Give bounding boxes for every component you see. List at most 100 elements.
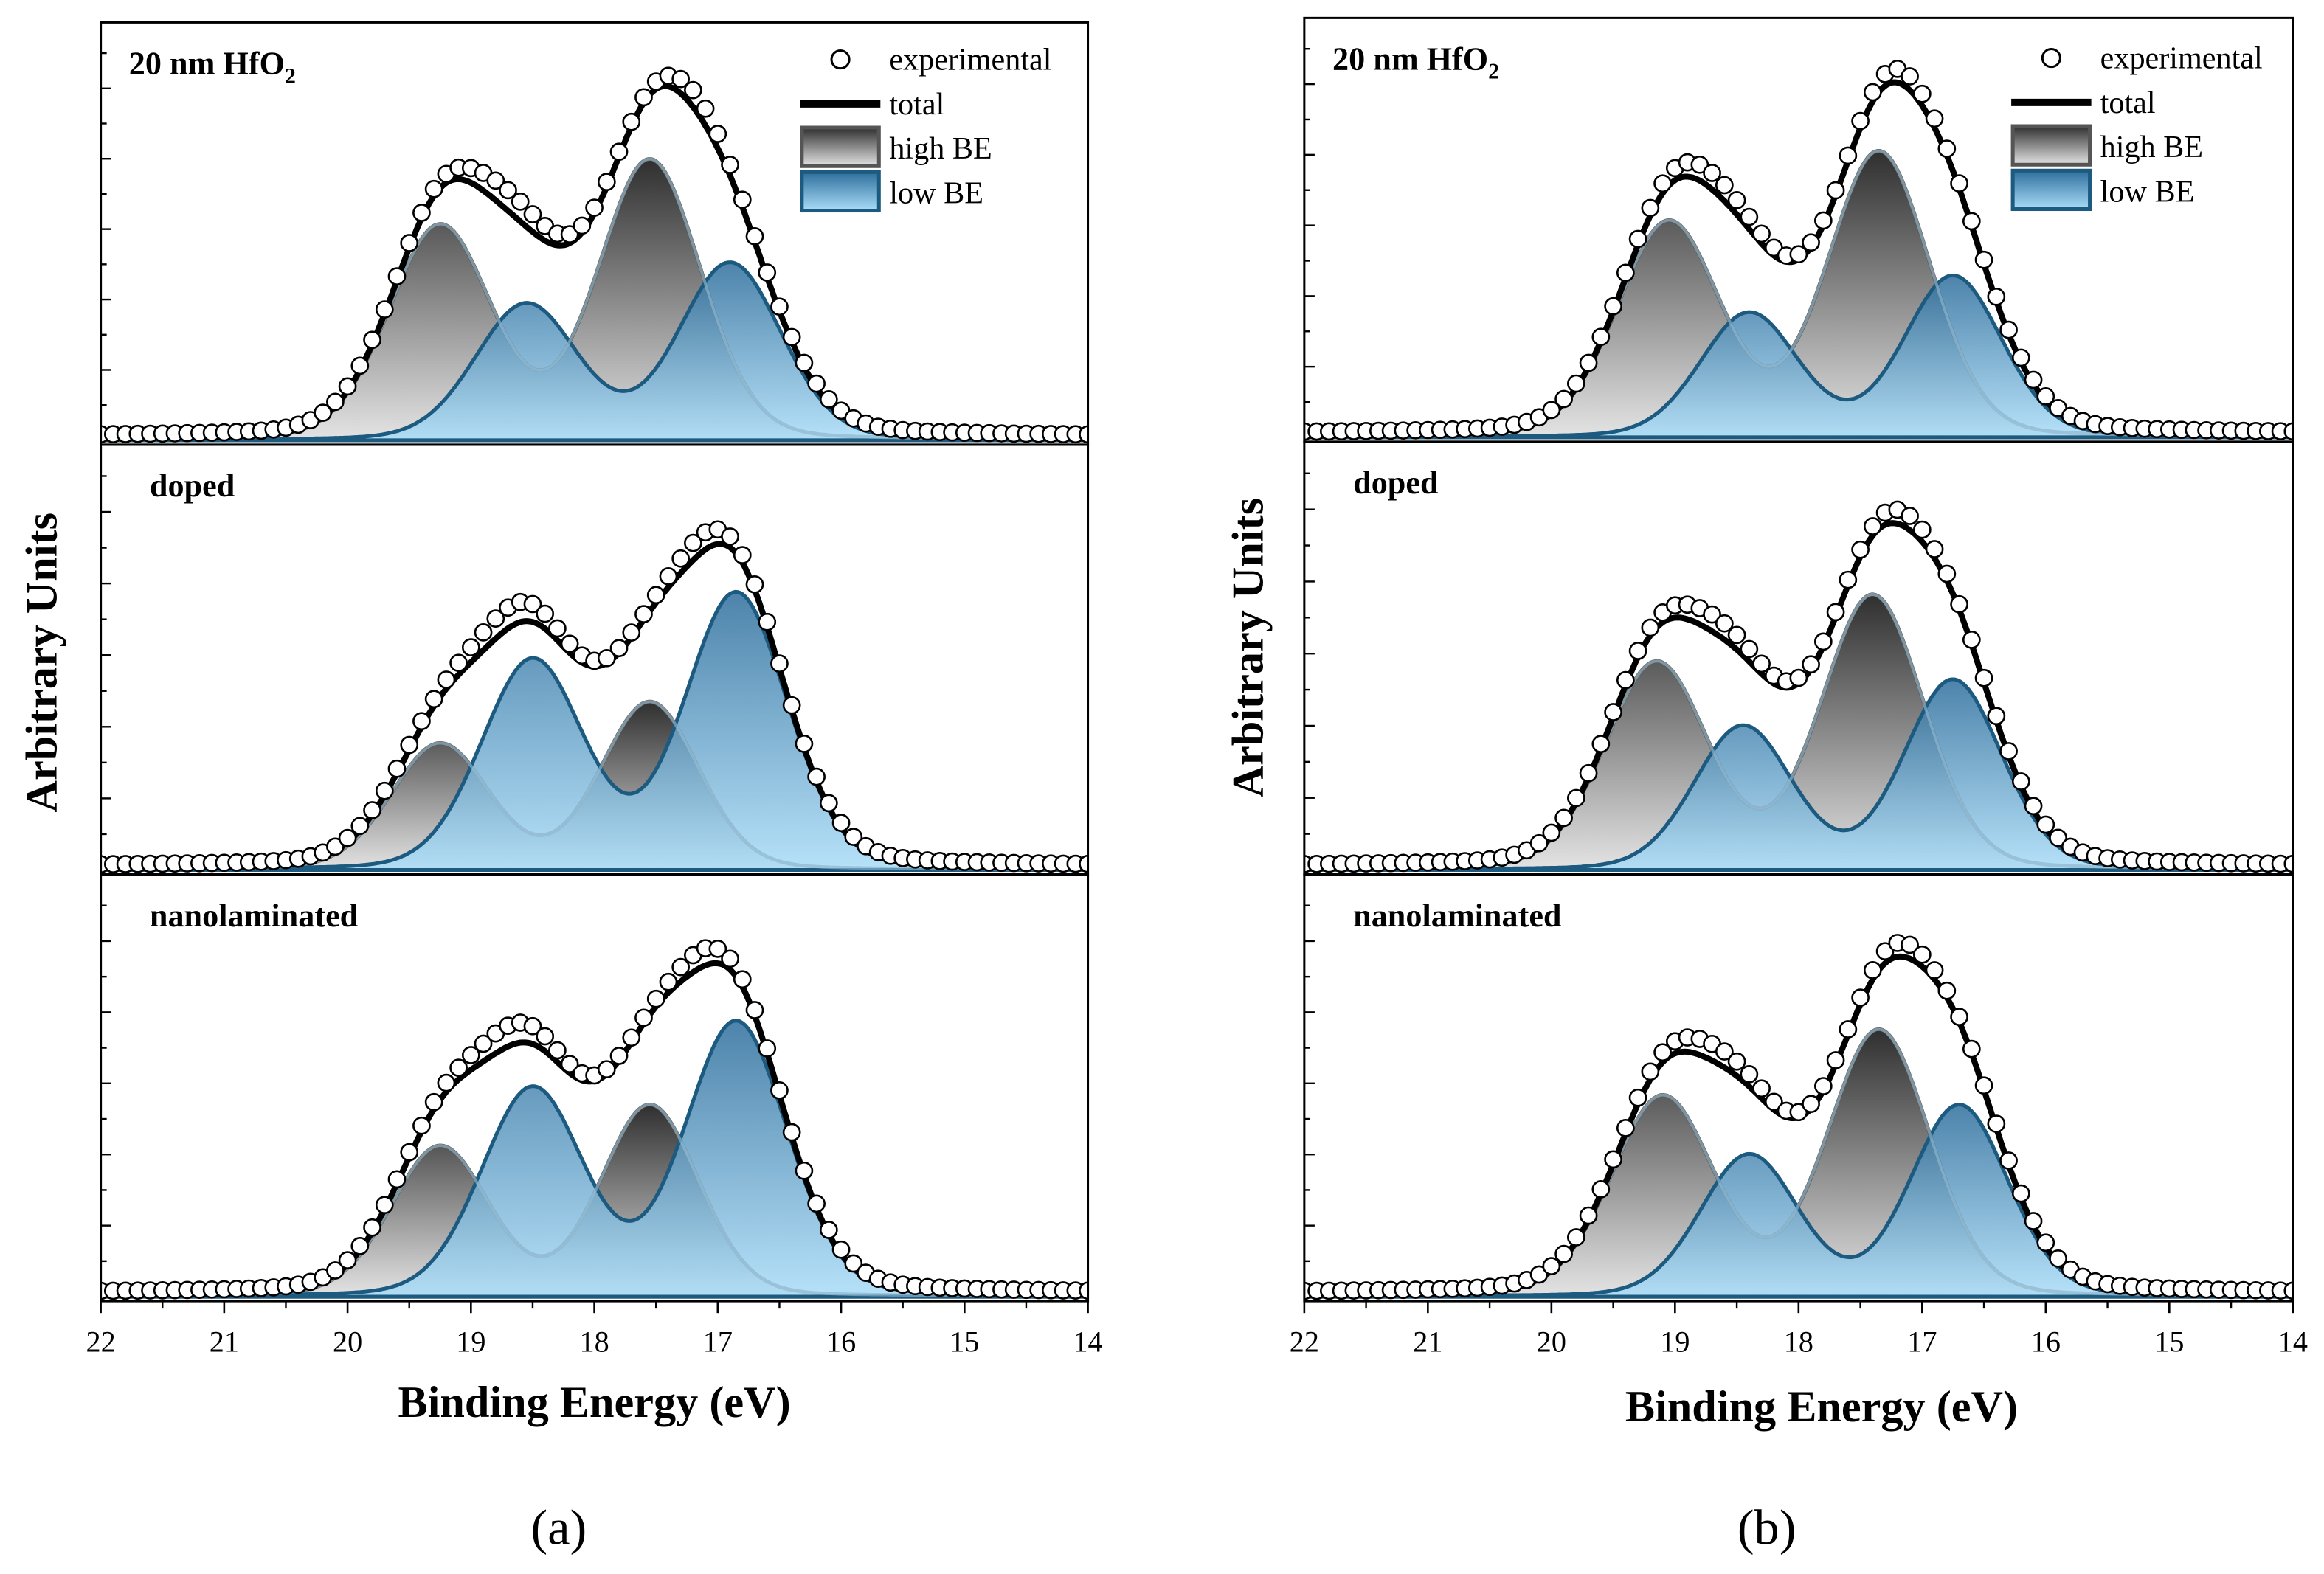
experimental-point bbox=[609, 142, 629, 162]
experimental-point bbox=[795, 353, 814, 372]
experimental-point bbox=[807, 374, 826, 393]
experimental-point bbox=[684, 80, 702, 100]
experimental-point bbox=[1851, 540, 1870, 559]
x-tick-label: 18 bbox=[1784, 1325, 1813, 1358]
experimental-point bbox=[2036, 815, 2055, 834]
legend: experimental total high BE low BE bbox=[2010, 41, 2263, 212]
experimental-point bbox=[2024, 797, 2043, 816]
subpanel-doped: doped bbox=[1303, 440, 2294, 876]
experimental-point bbox=[1703, 164, 1721, 182]
legend-label: low BE bbox=[2100, 174, 2195, 209]
legend-label: experimental bbox=[889, 43, 1051, 77]
experimental-point bbox=[412, 1116, 431, 1135]
experimental-point bbox=[387, 1170, 407, 1189]
experimental-point bbox=[2011, 772, 2030, 791]
experimental-point bbox=[486, 171, 505, 190]
experimental-point bbox=[745, 226, 764, 246]
experimental-point bbox=[1641, 198, 1660, 218]
subpanel-nanolaminated: nanolaminated bbox=[1303, 873, 2294, 1303]
experimental-point bbox=[1925, 540, 1944, 558]
subpanel-label: nanolaminated bbox=[150, 898, 359, 934]
experimental-point bbox=[597, 1060, 616, 1079]
experimental-point bbox=[696, 99, 715, 118]
experimental-point bbox=[609, 1047, 629, 1065]
experimental-point bbox=[1641, 1062, 1660, 1081]
experimental-point bbox=[1591, 1180, 1611, 1199]
x-tick-label: 22 bbox=[1290, 1325, 1319, 1358]
experimental-point bbox=[424, 1092, 443, 1112]
experimental-point bbox=[1962, 631, 1981, 649]
experimental-point bbox=[1740, 207, 1759, 226]
subpanel-20-nm-hfo: 20 nm HfO2 bbox=[100, 21, 1090, 446]
experimental-point bbox=[1826, 603, 1845, 622]
experimental-point bbox=[2049, 828, 2067, 847]
experimental-point bbox=[721, 527, 739, 546]
experimental-point bbox=[1690, 155, 1709, 174]
experimental-point bbox=[523, 1016, 542, 1036]
x-tick-label: 16 bbox=[2031, 1325, 2061, 1358]
legend-label: high BE bbox=[2100, 130, 2203, 164]
experimental-point bbox=[1974, 668, 1993, 687]
experimental-point bbox=[1542, 401, 1561, 420]
legend-experimental-marker bbox=[830, 49, 851, 70]
legend-label: low BE bbox=[889, 176, 983, 210]
experimental-point bbox=[733, 970, 752, 989]
plot-area bbox=[100, 520, 1088, 874]
experimental-point bbox=[560, 634, 579, 653]
experimental-point bbox=[1789, 668, 1808, 687]
experimental-point bbox=[1579, 763, 1598, 783]
experimental-point bbox=[1715, 1042, 1734, 1061]
experimental-point bbox=[1715, 176, 1734, 195]
experimental-point bbox=[1851, 111, 1870, 131]
experimental-point bbox=[1740, 1064, 1759, 1084]
experimental-point bbox=[437, 670, 456, 689]
experimental-point bbox=[424, 179, 443, 198]
subpanel-label: doped bbox=[1353, 465, 1439, 501]
experimental-point bbox=[1962, 1039, 1981, 1058]
experimental-point bbox=[807, 1194, 826, 1213]
experimental-point bbox=[363, 330, 381, 350]
experimental-point bbox=[721, 156, 739, 174]
experimental-point bbox=[1554, 389, 1573, 409]
x-tick-label: 15 bbox=[2154, 1325, 2184, 1358]
experimental-point bbox=[1727, 190, 1746, 209]
subpanel-nanolaminated: nanolaminated bbox=[100, 873, 1090, 1303]
caption-a: (a) bbox=[530, 1500, 587, 1556]
experimental-point bbox=[1839, 1020, 1858, 1039]
legend-low-be-swatch bbox=[800, 170, 881, 213]
experimental-point bbox=[350, 356, 370, 375]
subpanel-label-subscript: 2 bbox=[285, 63, 296, 89]
x-axis-label-a: Binding Energy (eV) bbox=[398, 1378, 790, 1427]
experimental-point bbox=[1999, 1151, 2018, 1170]
plot-area bbox=[100, 939, 1088, 1300]
experimental-point bbox=[350, 817, 370, 836]
x-tick-label: 22 bbox=[86, 1325, 116, 1358]
experimental-point bbox=[1987, 707, 2006, 726]
experimental-point bbox=[1653, 1043, 1672, 1062]
experimental-point bbox=[449, 653, 468, 673]
experimental-point bbox=[758, 263, 777, 282]
experimental-point bbox=[1962, 212, 1981, 231]
x-axis-label-b: Binding Energy (eV) bbox=[1625, 1382, 2018, 1432]
experimental-point bbox=[1727, 625, 1746, 645]
experimental-point bbox=[1653, 174, 1672, 193]
x-tick-label: 19 bbox=[1660, 1325, 1690, 1358]
experimental-point bbox=[807, 767, 826, 786]
experimental-point bbox=[844, 828, 863, 846]
experimental-point bbox=[350, 1237, 370, 1255]
experimental-point bbox=[560, 1055, 579, 1073]
experimental-point bbox=[758, 612, 777, 631]
experimental-point bbox=[363, 801, 381, 819]
experimental-point bbox=[819, 1221, 838, 1239]
experimental-point bbox=[1752, 654, 1771, 673]
experimental-point bbox=[1591, 735, 1611, 753]
experimental-point bbox=[511, 193, 530, 211]
experimental-point bbox=[523, 594, 542, 614]
experimental-point bbox=[1901, 935, 1919, 954]
experimental-point bbox=[400, 1143, 419, 1162]
experimental-point bbox=[585, 198, 604, 217]
experimental-point bbox=[1703, 605, 1721, 624]
experimental-point bbox=[1641, 618, 1660, 637]
experimental-point bbox=[770, 297, 789, 316]
experimental-point bbox=[1542, 1257, 1561, 1275]
